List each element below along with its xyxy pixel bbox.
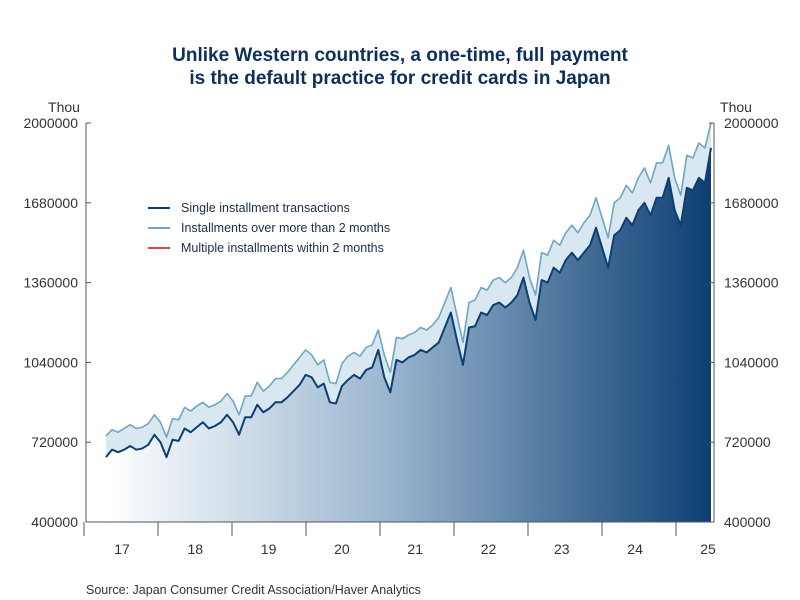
x-tick-label: 19 [261, 541, 277, 557]
series-line-installments-over-2-months [105, 122, 712, 439]
left-y-tick-label: 400000 [31, 514, 78, 530]
axes: 400000 400000 720000 720000 1040000 1040000 13… [23, 115, 778, 557]
legend-label-over-2-months: Installments over more than 2 months [181, 221, 390, 235]
chart-title: Unlike Western countries, a one-time, fu… [172, 45, 628, 89]
x-tick-label: 24 [627, 541, 643, 557]
left-y-tick-label: 720000 [31, 434, 78, 450]
x-tick-label: 18 [188, 541, 204, 557]
x-tick-label: 25 [700, 541, 716, 557]
x-tick-label: 22 [481, 541, 497, 557]
legend-label-single: Single installment transactions [181, 201, 350, 215]
right-y-tick-label: 720000 [724, 434, 771, 450]
right-y-tick-label: 1040000 [724, 354, 779, 370]
plot-area [105, 122, 712, 522]
left-y-tick-label: 1680000 [23, 195, 78, 211]
x-tick-label: 23 [554, 541, 570, 557]
x-tick-label: 21 [407, 541, 423, 557]
series-line-single-installment [105, 147, 712, 459]
chart-title-line-1: Unlike Western countries, a one-time, fu… [172, 45, 628, 66]
source-note: Source: Japan Consumer Credit Associatio… [86, 583, 421, 597]
chart-title-line-2: is the default practice for credit cards… [189, 68, 610, 89]
left-y-tick-label: 1360000 [23, 275, 78, 291]
right-y-tick-label: 1360000 [724, 275, 779, 291]
x-tick-label: 20 [334, 541, 350, 557]
right-y-tick-label: 400000 [724, 514, 771, 530]
left-y-tick-label: 1040000 [23, 354, 78, 370]
left-axis-unit: Thou [48, 99, 80, 115]
left-y-tick-label: 2000000 [23, 115, 78, 131]
legend-label-within-2-months: Multiple installments within 2 months [181, 241, 384, 255]
right-y-tick-label: 2000000 [724, 115, 779, 131]
right-y-tick-label: 1680000 [724, 195, 779, 211]
x-tick-label: 17 [114, 541, 130, 557]
legend: Single installment transactions Installm… [148, 201, 390, 255]
single-installment-area [106, 147, 711, 522]
right-axis-unit: Thou [720, 99, 752, 115]
